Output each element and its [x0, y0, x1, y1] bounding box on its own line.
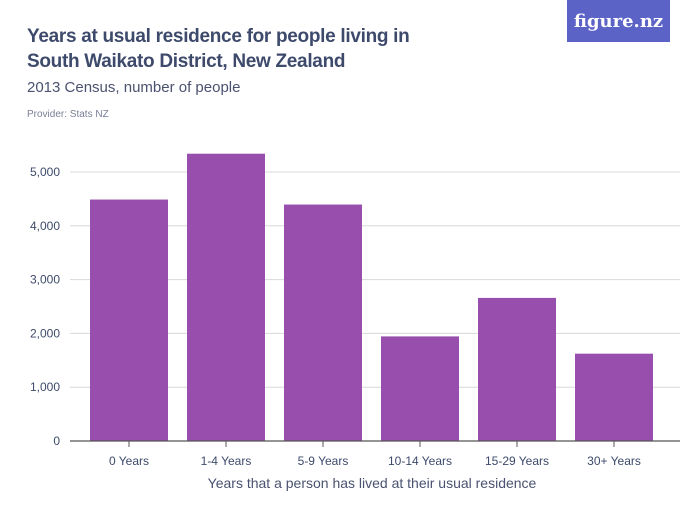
provider-label: Provider: Stats NZ — [27, 109, 109, 120]
y-tick-label: 1,000 — [30, 380, 60, 394]
chart-subtitle: 2013 Census, number of people — [27, 79, 241, 96]
bar[interactable] — [90, 199, 168, 441]
y-tick-label: 4,000 — [30, 219, 60, 233]
figure-nz-logo[interactable]: figure.nz — [567, 0, 670, 42]
x-tick-label: 1-4 Years — [201, 454, 252, 468]
x-tick-label: 0 Years — [109, 454, 149, 468]
y-tick-label: 3,000 — [30, 273, 60, 287]
bar[interactable] — [187, 153, 265, 441]
bar[interactable] — [478, 297, 556, 441]
y-tick-label: 5,000 — [30, 165, 60, 179]
bar[interactable] — [575, 353, 653, 441]
y-tick-label: 0 — [53, 434, 60, 448]
y-tick-label: 2,000 — [30, 326, 60, 340]
x-axis-label: Years that a person has lived at their u… — [208, 475, 537, 491]
x-tick-label: 15-29 Years — [485, 454, 549, 468]
x-tick-label: 10-14 Years — [388, 454, 452, 468]
chart-title: Years at usual residence for people livi… — [27, 26, 410, 72]
bar[interactable] — [381, 336, 459, 441]
x-tick-label: 30+ Years — [587, 454, 641, 468]
bar[interactable] — [284, 204, 362, 441]
x-tick-label: 5-9 Years — [298, 454, 349, 468]
